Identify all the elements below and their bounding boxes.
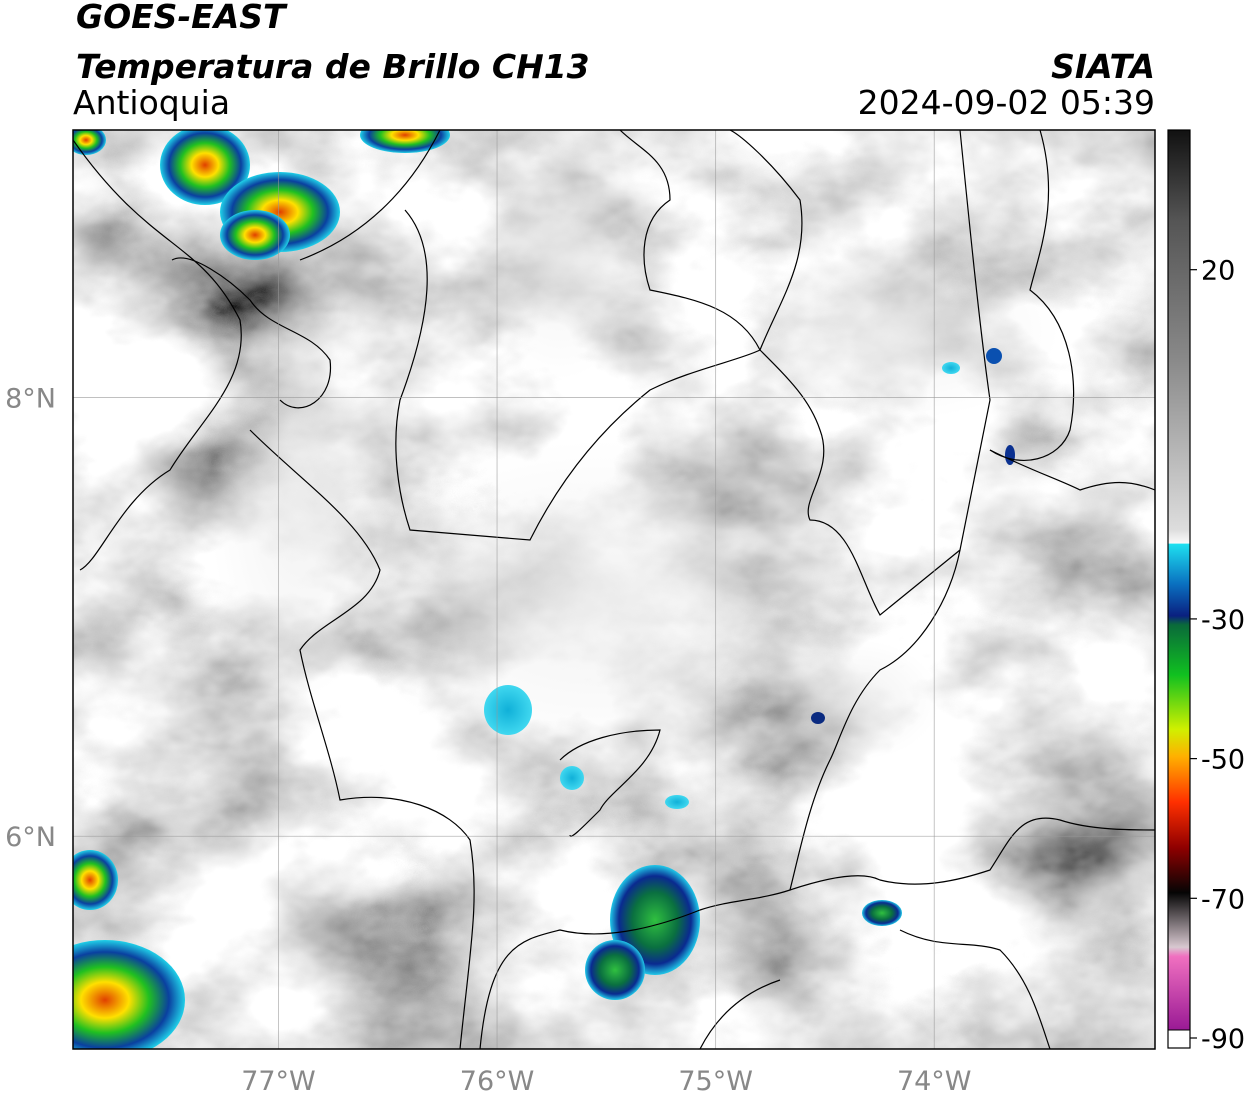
map-ticks: 77°W 76°W 75°W 74°W 6°N 8°N bbox=[5, 384, 971, 1097]
region: Antioquia bbox=[73, 83, 230, 122]
colorbar-tick-label: -50 bbox=[1201, 745, 1245, 776]
borders bbox=[73, 130, 1155, 1049]
x-tick-label: 74°W bbox=[897, 1066, 972, 1097]
map-frame bbox=[72, 129, 1156, 1050]
y-tick-label: 8°N bbox=[5, 384, 56, 415]
header: GOES-EAST Temperatura de Brillo CH13 Ant… bbox=[73, 0, 1155, 122]
colorbar-tick-label: -70 bbox=[1201, 884, 1245, 915]
colorbar-tick-label: -30 bbox=[1201, 605, 1245, 636]
colorbar bbox=[1168, 130, 1190, 1038]
x-tick-label: 76°W bbox=[460, 1066, 535, 1097]
colorbar-tick-label: -90 bbox=[1201, 1024, 1245, 1055]
colorbar-ticks: 20 -30 -50 -70 -90 bbox=[1190, 256, 1245, 1055]
source: SIATA bbox=[1051, 47, 1155, 86]
satellite-image bbox=[73, 130, 1155, 1049]
datetime: 2024-09-02 05:39 bbox=[858, 83, 1155, 122]
colorbar-frame bbox=[1167, 129, 1191, 1049]
grid bbox=[73, 130, 1155, 1049]
colorbar-tick-label: 20 bbox=[1201, 256, 1235, 287]
y-tick-label: 6°N bbox=[5, 822, 56, 853]
title: Temperatura de Brillo CH13 bbox=[76, 47, 590, 86]
x-tick-label: 75°W bbox=[678, 1066, 753, 1097]
colorbar-under bbox=[1167, 1029, 1191, 1049]
satellite: GOES-EAST bbox=[76, 0, 288, 36]
x-tick-label: 77°W bbox=[241, 1066, 316, 1097]
